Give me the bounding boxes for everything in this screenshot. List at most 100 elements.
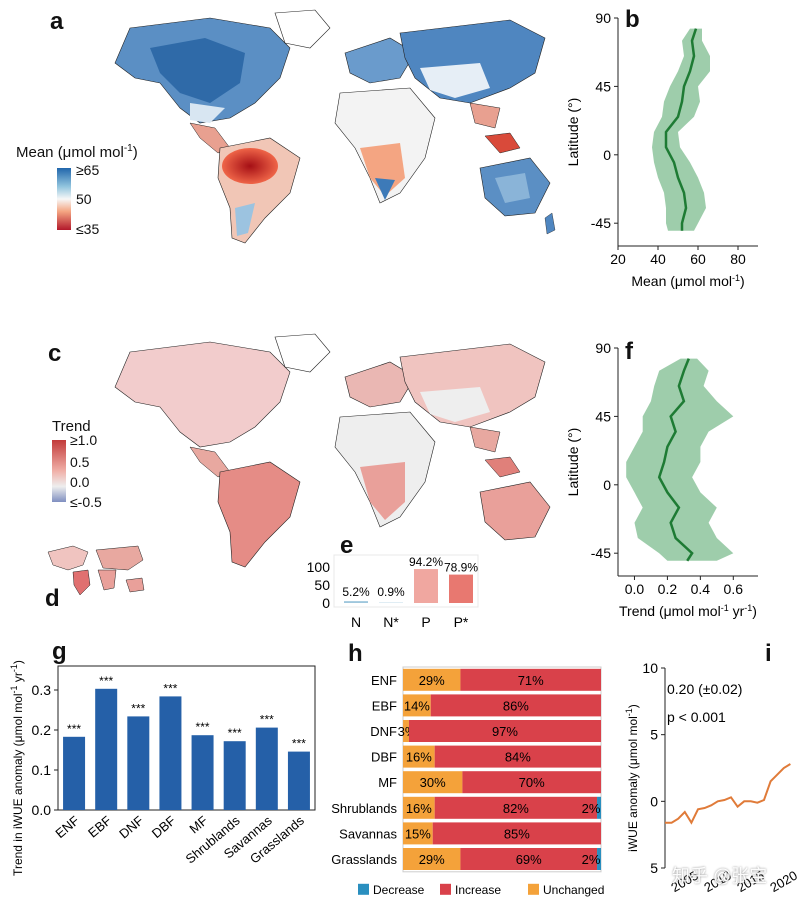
plot-frame	[57, 665, 316, 811]
anomaly-line	[665, 763, 791, 825]
segment-label: 16%	[406, 801, 432, 816]
segment-label: 2%	[582, 801, 601, 816]
x-tick-label: 40	[650, 251, 666, 267]
confidence-band	[652, 28, 710, 231]
category-label: Grasslands	[331, 852, 397, 867]
panel-label-i: i	[765, 640, 772, 667]
category-label: DNF	[370, 724, 397, 739]
segment-increase	[408, 720, 601, 742]
map-a-tick-3: ≤35	[76, 221, 100, 237]
mean-line	[664, 28, 698, 231]
segment-increase	[462, 771, 601, 794]
y-axis-label: Latitude (°)	[565, 98, 581, 167]
x-tick-label: N*	[383, 614, 399, 630]
map-c-tick-2: 0.5	[70, 454, 90, 470]
segment-label: 85%	[504, 826, 530, 841]
y-tick-label: 5	[650, 860, 658, 876]
bar-shrublands	[223, 741, 246, 810]
x-tick-label: DNF	[116, 813, 146, 842]
y-tick-label: -45	[591, 215, 611, 231]
map-a-tick-1: ≥65	[76, 162, 100, 178]
segment-label: 84%	[505, 750, 531, 765]
segment-label: 14%	[404, 698, 430, 713]
bar-dnf	[127, 716, 150, 810]
segment-unchanged	[403, 745, 435, 768]
segment-unchanged	[403, 694, 431, 717]
panel-label-c: c	[48, 340, 62, 367]
panel-label-d: d	[45, 585, 60, 612]
y-tick-label: 90	[595, 10, 611, 26]
segment-decrease	[597, 796, 601, 819]
legend-label-increase: Increase	[455, 883, 501, 897]
significance-label: ***	[131, 701, 145, 715]
segment-label: 86%	[503, 698, 529, 713]
significance-label: ***	[67, 722, 81, 736]
y-tick-label: 0	[603, 477, 611, 493]
bar-enf	[63, 736, 86, 810]
significance-label: ***	[228, 726, 242, 740]
annotation-slope: 0.20 (±0.02)	[667, 681, 742, 697]
x-tick-label: MF	[186, 813, 210, 837]
panel-label-b: b	[625, 6, 640, 33]
x-axis-label: Mean (μmol mol-1)	[631, 273, 744, 289]
map-a-colorbar	[57, 168, 71, 230]
segment-increase	[434, 796, 598, 819]
significance-label: ***	[260, 713, 274, 727]
segment-label: 15%	[405, 826, 431, 841]
significance-label: ***	[292, 737, 306, 751]
legend-swatch-decrease	[358, 883, 369, 895]
x-tick-label: 80	[730, 251, 746, 267]
bar-chart-iwue-trend: 0.0 0.1 0.2 0.3 *** ENF *** EBF *** DNF *** DBF *** M…	[9, 660, 316, 876]
segment-label: 29%	[419, 673, 445, 688]
latitude-profile-trend: 90 45 0 -45 0.0 0.2 0.4 0.6 Latitude (°) Trend (μ…	[565, 340, 758, 619]
x-tick-label: P*	[454, 614, 469, 630]
x-tick-label: 2020	[767, 868, 800, 895]
segment-unchanged	[403, 668, 461, 691]
segment-decrease	[597, 848, 601, 870]
segment-label: 69%	[516, 852, 542, 867]
bar-savannas	[255, 727, 278, 810]
legend-swatch-increase	[440, 883, 451, 895]
panel-label-h: h	[348, 640, 363, 667]
category-label: MF	[378, 775, 397, 790]
bar-dbf	[159, 696, 182, 810]
y-tick-label: 0.0	[32, 802, 52, 818]
map-a-legend-title: Mean (μmol mol-1)	[16, 143, 138, 161]
category-label: ENF	[371, 673, 397, 688]
x-tick-label: ENF	[52, 813, 82, 841]
panel-label-f: f	[625, 338, 633, 365]
y-tick-label: 10	[642, 660, 658, 676]
x-tick-label: 0.4	[691, 581, 711, 597]
x-tick-label: EBF	[85, 813, 114, 841]
confidence-band	[626, 358, 734, 561]
y-axis-label: Latitude (°)	[565, 428, 581, 497]
segment-label: 82%	[503, 801, 529, 816]
x-tick-label: N	[351, 614, 361, 630]
x-tick-label: 0.6	[724, 581, 744, 597]
y-tick-label: 45	[595, 78, 611, 94]
segment-increase	[434, 745, 601, 768]
bar-value-label: 94.2%	[409, 555, 443, 569]
y-axis-label: Trend in iWUE anomaly (μmol mol-1 yr-1)	[9, 660, 25, 876]
x-tick-label: 0.0	[625, 581, 645, 597]
mean-line	[657, 358, 694, 562]
y-tick-label: 0.1	[32, 762, 52, 778]
watermark: 知乎 @张宝	[672, 866, 768, 886]
legend-title-sup: -1	[123, 143, 133, 154]
map-c-tick-3: 0.0	[70, 474, 90, 490]
y-tick-label: 50	[314, 577, 330, 593]
category-label: Shrublands	[331, 801, 397, 816]
segment-increase	[460, 848, 598, 870]
bar-p*	[449, 574, 473, 603]
legend-swatch-unchanged	[528, 883, 539, 895]
map-c-tick-1: ≥1.0	[70, 432, 98, 448]
segment-label: 29%	[419, 852, 445, 867]
map-c-colorbar	[52, 440, 66, 502]
significance-label: ***	[196, 720, 210, 734]
segment-label: 70%	[519, 775, 545, 790]
legend-label-decrease: Decrease	[373, 883, 425, 897]
segment-unchanged	[403, 771, 463, 794]
segment-unchanged	[403, 848, 461, 870]
segment-label: 30%	[420, 775, 446, 790]
